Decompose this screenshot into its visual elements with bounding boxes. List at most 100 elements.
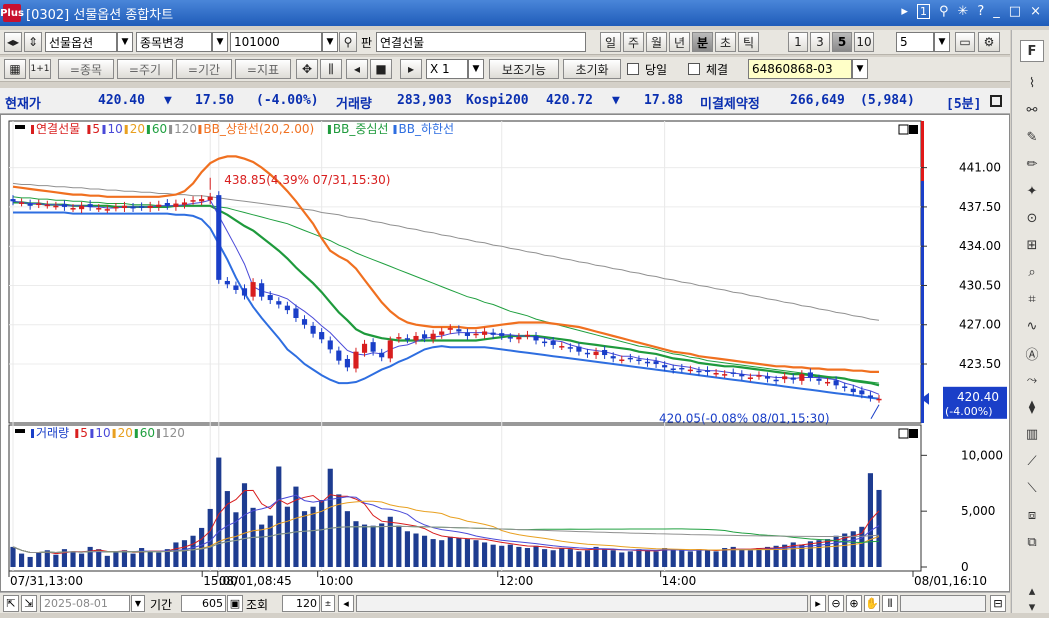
volume-icon[interactable]: ✏: [1026, 156, 1038, 172]
zoom-icon[interactable]: ⊙: [1026, 210, 1038, 226]
f-button[interactable]: F: [1020, 40, 1044, 62]
chart-icon[interactable]: ⌇: [1028, 75, 1036, 91]
zoom-slider[interactable]: [900, 595, 986, 612]
multiplier-dropdown-icon[interactable]: ▼: [468, 59, 484, 79]
interval-button-1[interactable]: 1: [788, 32, 808, 52]
box-icon[interactable]: ⧈: [1027, 507, 1037, 523]
query-icon[interactable]: ▣: [227, 595, 243, 612]
screen-number-icon[interactable]: 1: [916, 4, 930, 19]
range-sync-button[interactable]: =기간: [176, 59, 232, 79]
list-zoom-icon[interactable]: ⌕: [1028, 264, 1036, 280]
price-icon[interactable]: ✎: [1026, 129, 1038, 145]
date-field[interactable]: 2025-08-01: [40, 595, 130, 612]
interval-button-3[interactable]: 3: [810, 32, 830, 52]
candle-body: [396, 337, 402, 339]
multiplier-field[interactable]: X 1: [426, 59, 468, 79]
stop-icon[interactable]: ■: [370, 59, 392, 79]
scale-icon[interactable]: ✦: [1026, 183, 1038, 199]
reset-button[interactable]: 초기화: [563, 59, 621, 79]
fit-range-icon[interactable]: ⇲: [21, 595, 37, 612]
settings-gear-icon[interactable]: ⚙: [978, 32, 1000, 52]
curve-icon[interactable]: ⤳: [1026, 372, 1038, 388]
trade-checkbox[interactable]: [688, 63, 700, 75]
crosshair-move-icon[interactable]: ✥: [296, 59, 318, 79]
close-icon[interactable]: ×: [1030, 4, 1041, 19]
updown-button[interactable]: ⇕: [24, 32, 42, 52]
candle-body: [259, 283, 265, 297]
chart-area[interactable]: 441.00 437.50 434.00 430.50 427.00 423.50 10,0…: [0, 114, 1010, 592]
ticker-expand-icon[interactable]: [990, 95, 1002, 107]
market-dropdown-icon[interactable]: ▼: [117, 32, 133, 52]
layout-icon[interactable]: ⊟: [990, 595, 1006, 612]
horizontal-scrollbar[interactable]: [356, 595, 808, 612]
interval-button-5[interactable]: 5: [832, 32, 852, 52]
interval-dropdown-icon[interactable]: ▼: [934, 32, 950, 52]
volume-bar: [516, 546, 522, 567]
market-select[interactable]: 선물옵션: [45, 32, 117, 52]
account-field[interactable]: 64860868-03: [748, 59, 852, 79]
help-icon[interactable]: ?: [977, 4, 985, 19]
indicator-sync-button[interactable]: =지표: [235, 59, 291, 79]
low-annotation: 420.05(-0.08% 08/01,15:30): [659, 412, 830, 426]
code-dropdown-icon[interactable]: ▼: [322, 32, 338, 52]
ruler-icon[interactable]: ⚯: [1026, 102, 1038, 118]
fit-icon[interactable]: ⇱: [3, 595, 19, 612]
date-dropdown-icon[interactable]: ▼: [131, 595, 145, 612]
period-button-2[interactable]: 월: [646, 32, 667, 52]
single-view-icon[interactable]: 1+1: [29, 59, 51, 79]
product-name-field[interactable]: 연결선물: [376, 32, 586, 52]
stay-on-top-icon[interactable]: ⚲: [938, 4, 949, 19]
candle-body: [782, 376, 788, 380]
change-item-select[interactable]: 종목변경: [136, 32, 212, 52]
count-input[interactable]: 120: [282, 595, 320, 612]
screen-icon[interactable]: ⧉: [1027, 534, 1037, 550]
count-spinner[interactable]: ±: [321, 595, 335, 612]
chart-svg[interactable]: 441.00 437.50 434.00 430.50 427.00 423.50 10,0…: [1, 115, 1009, 591]
grid-icon[interactable]: ▦: [4, 59, 26, 79]
code-input[interactable]: 101000: [230, 32, 322, 52]
bar-icon[interactable]: ▥: [1025, 426, 1039, 442]
save-icon[interactable]: ▭: [955, 32, 975, 52]
scroll-left-small-icon[interactable]: ◂: [338, 595, 354, 612]
interval-button-10[interactable]: 10: [854, 32, 874, 52]
minimize-icon[interactable]: _: [993, 4, 1000, 19]
options-icon[interactable]: ✳: [957, 4, 969, 19]
crosshair-icon[interactable]: ⊞: [1026, 237, 1038, 253]
interval-input[interactable]: 5: [896, 32, 934, 52]
scroll-down-icon[interactable]: ▾: [1028, 599, 1036, 615]
today-checkbox[interactable]: [627, 63, 639, 75]
search-icon[interactable]: ⚲: [339, 32, 357, 52]
zoom-in-icon[interactable]: ⊕: [846, 595, 862, 612]
period-button-5[interactable]: 초: [715, 32, 736, 52]
scroll-left-icon[interactable]: ◂: [346, 59, 368, 79]
bars-icon[interactable]: ⫴: [882, 595, 898, 612]
hand-icon[interactable]: ✋: [864, 595, 880, 612]
period-input[interactable]: 605: [181, 595, 226, 612]
period-button-6[interactable]: 틱: [738, 32, 759, 52]
account-dropdown-icon[interactable]: ▼: [852, 59, 868, 79]
volume-bar: [336, 494, 342, 567]
auto-icon[interactable]: Ⓐ: [1025, 347, 1039, 363]
scroll-right-small-icon[interactable]: ▸: [810, 595, 826, 612]
period-sync-button[interactable]: =주기: [117, 59, 173, 79]
aux-function-button[interactable]: 보조기능: [489, 59, 559, 79]
period-button-1[interactable]: 주: [623, 32, 644, 52]
wave-icon[interactable]: ∿: [1026, 318, 1038, 334]
period-button-0[interactable]: 일: [600, 32, 621, 52]
trend-icon[interactable]: ⟋: [1027, 453, 1037, 469]
period-button-3[interactable]: 년: [669, 32, 690, 52]
prev-next-button[interactable]: ◂▸: [4, 32, 22, 52]
item-sync-button[interactable]: =종목: [58, 59, 114, 79]
change-item-dropdown-icon[interactable]: ▼: [212, 32, 228, 52]
scroll-right-icon[interactable]: ▸: [400, 59, 422, 79]
period-button-4[interactable]: 분: [692, 32, 713, 52]
line-icon[interactable]: ⟍: [1027, 480, 1037, 496]
zoom-out-icon[interactable]: ⊖: [828, 595, 844, 612]
maximize-icon[interactable]: □: [1008, 4, 1022, 19]
list-table-icon[interactable]: ⌗: [1028, 291, 1036, 307]
pin-icon[interactable]: ▸: [901, 4, 908, 19]
scroll-up-icon[interactable]: ▴: [1028, 583, 1036, 599]
volume-legend-4: 60: [140, 426, 155, 440]
compress-icon[interactable]: ⫼: [320, 59, 342, 79]
candle-icon[interactable]: ⧫: [1028, 399, 1036, 415]
